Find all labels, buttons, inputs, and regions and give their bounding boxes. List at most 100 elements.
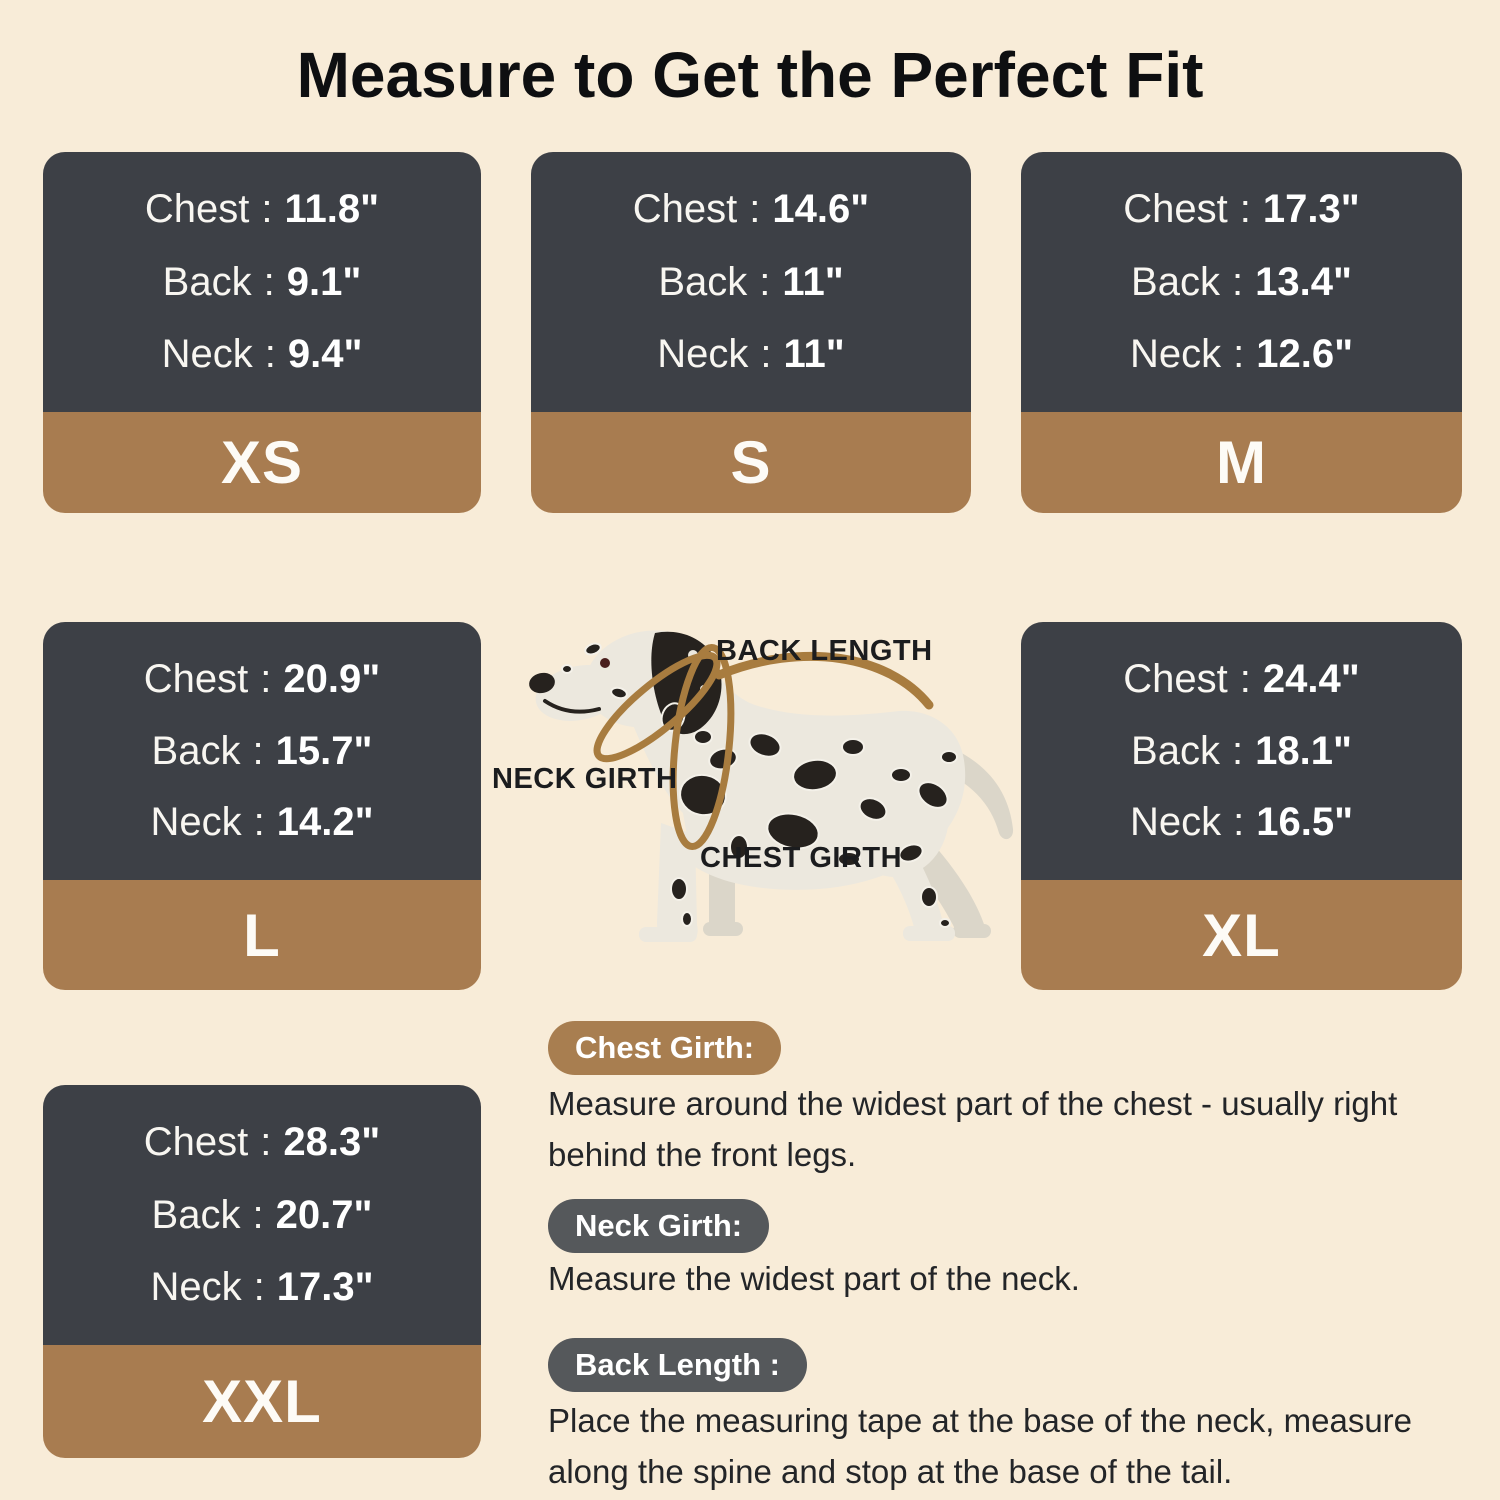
measurement-separator: : — [260, 1120, 272, 1165]
measurement-label: Back — [151, 1192, 241, 1237]
measurement-separator: : — [1233, 800, 1245, 845]
neck-girth-definition: Measure the widest part of the neck. — [548, 1260, 1080, 1297]
size-card-m: Chest:17.3" Back:13.4" Neck:12.6" M — [1021, 152, 1462, 513]
measurement-value: 17.3" — [276, 1264, 374, 1309]
size-card-s-specs: Chest:14.6" Back:11" Neck:11" — [531, 152, 971, 412]
measurement-label: Chest — [632, 187, 738, 232]
measurement-label: Back — [162, 259, 252, 304]
back-length-diagram-label: BACK LENGTH — [716, 635, 933, 667]
measurement-neck: Neck:12.6" — [1130, 332, 1353, 377]
measurement-value: 14.6" — [772, 187, 870, 232]
measurement-neck: Neck:16.5" — [1130, 800, 1353, 845]
neck-girth-term-badge: Neck Girth: — [548, 1199, 770, 1253]
measurement-separator: : — [749, 187, 761, 232]
measurement-value: 9.4" — [287, 331, 363, 376]
measurement-separator: : — [263, 259, 275, 304]
measurement-separator: : — [1231, 259, 1244, 304]
measurement-value: 11.8" — [284, 187, 380, 232]
size-card-s: Chest:14.6" Back:11" Neck:11" S — [531, 152, 971, 513]
measurement-label: Chest — [1123, 656, 1228, 701]
size-badge-l: L — [43, 880, 481, 990]
size-card-l-specs: Chest:20.9" Back:15.7" Neck:14.2" — [43, 622, 481, 880]
measurement-value: 9.1" — [286, 259, 362, 304]
measurement-chest: Chest:11.8" — [145, 187, 379, 232]
measurement-label: Neck — [150, 800, 242, 845]
measurement-label: Neck — [1129, 331, 1222, 376]
measurement-back: Back:18.1" — [1131, 729, 1352, 774]
measurement-back: Back:11" — [658, 260, 843, 305]
size-badge-xxl: XXL — [43, 1345, 481, 1458]
measurement-value: 11" — [782, 259, 844, 304]
measurement-value: 18.1" — [1255, 728, 1352, 773]
measurement-value: 28.3" — [283, 1120, 381, 1165]
measurement-chest: Chest:14.6" — [633, 187, 869, 232]
measurement-label: Neck — [1129, 800, 1222, 845]
measurement-separator: : — [1233, 331, 1245, 376]
measurement-value: 13.4" — [1255, 259, 1352, 304]
measurement-separator: : — [1231, 728, 1244, 773]
measurement-separator: : — [1239, 187, 1251, 232]
measurement-label: Neck — [150, 1264, 242, 1309]
measurement-neck: Neck:14.2" — [150, 800, 373, 845]
measurement-label: Neck — [657, 331, 749, 376]
measurement-separator: : — [260, 656, 272, 701]
measurement-separator: : — [759, 259, 771, 304]
dalmatian-dog-graphic — [529, 630, 1014, 942]
measurement-back: Back:20.7" — [152, 1193, 373, 1238]
size-badge-m: M — [1021, 412, 1462, 513]
measurement-separator: : — [760, 331, 772, 376]
measurement-separator: : — [252, 728, 264, 773]
measurement-value: 14.2" — [276, 800, 374, 845]
measurement-label: Back — [1131, 728, 1220, 773]
measurement-value: 12.6" — [1256, 331, 1354, 376]
measurement-label: Back — [1131, 259, 1220, 304]
measurement-label: Chest — [1123, 187, 1228, 232]
measurement-back: Back:9.1" — [163, 260, 362, 305]
size-card-l: Chest:20.9" Back:15.7" Neck:14.2" L — [43, 622, 481, 990]
chest-girth-term-badge: Chest Girth: — [548, 1021, 782, 1075]
measurement-neck: Neck:11" — [657, 332, 845, 377]
size-badge-xs: XS — [43, 412, 481, 513]
measurement-value: 17.3" — [1262, 187, 1360, 232]
size-card-xxl-specs: Chest:28.3" Back:20.7" Neck:17.3" — [43, 1085, 481, 1345]
measurement-separator: : — [253, 1264, 265, 1309]
size-card-xl: Chest:24.4" Back:18.1" Neck:16.5" XL — [1021, 622, 1462, 990]
measurement-separator: : — [264, 331, 276, 376]
dog-measurement-illustration — [497, 597, 1027, 959]
back-length-term-badge: Back Length : — [548, 1338, 807, 1392]
back-length-definition: Place the measuring tape at the base of … — [548, 1402, 1413, 1491]
measurement-label: Neck — [161, 331, 253, 376]
chest-girth-definition: Measure around the widest part of the ch… — [548, 1085, 1398, 1174]
measurement-back: Back:15.7" — [152, 729, 373, 774]
page-title: Measure to Get the Perfect Fit — [296, 39, 1204, 111]
measurement-value: 24.4" — [1262, 656, 1360, 701]
measurement-value: 20.7" — [275, 1192, 373, 1237]
measurement-separator: : — [261, 187, 273, 232]
measurement-label: Back — [658, 259, 748, 304]
size-card-xxl: Chest:28.3" Back:20.7" Neck:17.3" XXL — [43, 1085, 481, 1458]
measurement-chest: Chest:20.9" — [144, 657, 380, 702]
measurement-separator: : — [253, 800, 265, 845]
measurement-value: 16.5" — [1256, 800, 1354, 845]
measurement-label: Chest — [143, 656, 249, 701]
measurement-separator: : — [252, 1192, 264, 1237]
chest-girth-diagram-label: CHEST GIRTH — [700, 842, 903, 874]
measurement-back: Back:13.4" — [1131, 260, 1352, 305]
size-badge-xl: XL — [1021, 880, 1462, 990]
measurement-value: 15.7" — [275, 728, 373, 773]
neck-girth-diagram-label: NECK GIRTH — [492, 763, 678, 795]
measurement-chest: Chest:24.4" — [1123, 657, 1359, 702]
measurement-chest: Chest:17.3" — [1123, 187, 1359, 232]
measurement-neck: Neck:9.4" — [162, 332, 363, 377]
measurement-neck: Neck:17.3" — [150, 1265, 373, 1310]
measurement-label: Back — [151, 728, 241, 773]
measurement-chest: Chest:28.3" — [144, 1120, 380, 1165]
measurement-separator: : — [1239, 656, 1251, 701]
measurement-label: Chest — [144, 187, 250, 232]
size-card-xs-specs: Chest:11.8" Back:9.1" Neck:9.4" — [43, 152, 481, 412]
measurement-value: 20.9" — [283, 656, 381, 701]
measurement-label: Chest — [143, 1120, 249, 1165]
size-badge-s: S — [531, 412, 971, 513]
measurement-value: 11" — [783, 331, 845, 376]
